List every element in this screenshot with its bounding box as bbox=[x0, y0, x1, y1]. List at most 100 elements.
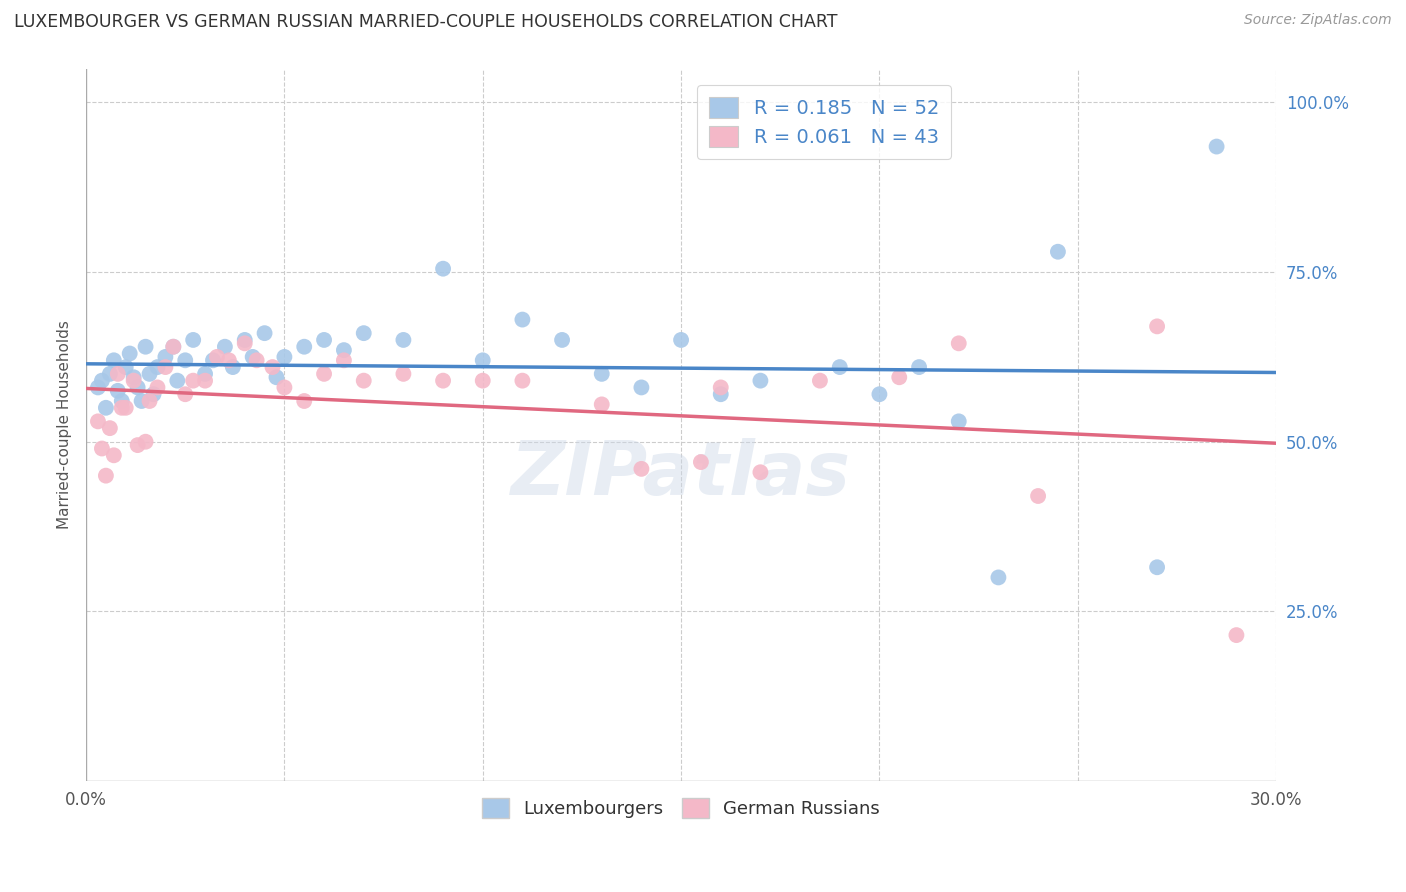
Point bbox=[749, 374, 772, 388]
Point bbox=[135, 434, 157, 449]
Point bbox=[889, 370, 911, 384]
Text: ZIPatlas: ZIPatlas bbox=[512, 438, 851, 511]
Point bbox=[392, 333, 415, 347]
Point bbox=[749, 465, 772, 479]
Point bbox=[1146, 560, 1168, 574]
Point bbox=[218, 353, 240, 368]
Point bbox=[987, 570, 1010, 584]
Point bbox=[111, 394, 134, 409]
Point bbox=[194, 367, 217, 381]
Point bbox=[194, 374, 217, 388]
Point bbox=[273, 350, 295, 364]
Point bbox=[710, 380, 733, 394]
Point bbox=[181, 333, 204, 347]
Point bbox=[312, 367, 335, 381]
Point bbox=[87, 414, 110, 428]
Point bbox=[1225, 628, 1247, 642]
Point bbox=[166, 374, 188, 388]
Point bbox=[114, 401, 136, 415]
Point bbox=[138, 367, 160, 381]
Point bbox=[471, 353, 494, 368]
Point bbox=[94, 401, 117, 415]
Point bbox=[948, 414, 970, 428]
Point bbox=[808, 374, 831, 388]
Point bbox=[107, 384, 129, 398]
Point bbox=[146, 380, 169, 394]
Point bbox=[1205, 139, 1227, 153]
Point bbox=[710, 387, 733, 401]
Point bbox=[94, 468, 117, 483]
Point bbox=[98, 421, 121, 435]
Point bbox=[162, 340, 184, 354]
Point bbox=[127, 438, 149, 452]
Point bbox=[690, 455, 713, 469]
Point bbox=[292, 340, 315, 354]
Point bbox=[127, 380, 149, 394]
Point bbox=[1046, 244, 1069, 259]
Point bbox=[118, 346, 141, 360]
Point bbox=[828, 360, 851, 375]
Point bbox=[1026, 489, 1049, 503]
Point bbox=[155, 360, 177, 375]
Point bbox=[138, 394, 160, 409]
Point bbox=[122, 374, 145, 388]
Point bbox=[246, 353, 269, 368]
Point bbox=[333, 343, 356, 358]
Point bbox=[312, 333, 335, 347]
Point bbox=[266, 370, 288, 384]
Point bbox=[201, 353, 224, 368]
Legend: Luxembourgers, German Russians: Luxembourgers, German Russians bbox=[475, 791, 887, 825]
Point bbox=[91, 442, 114, 456]
Point bbox=[162, 340, 184, 354]
Point bbox=[432, 261, 454, 276]
Point bbox=[181, 374, 204, 388]
Point bbox=[948, 336, 970, 351]
Point bbox=[111, 401, 134, 415]
Point bbox=[1146, 319, 1168, 334]
Text: LUXEMBOURGER VS GERMAN RUSSIAN MARRIED-COUPLE HOUSEHOLDS CORRELATION CHART: LUXEMBOURGER VS GERMAN RUSSIAN MARRIED-C… bbox=[14, 13, 838, 31]
Point bbox=[103, 353, 125, 368]
Point bbox=[868, 387, 890, 401]
Point bbox=[669, 333, 692, 347]
Point bbox=[253, 326, 276, 340]
Point bbox=[233, 336, 256, 351]
Point bbox=[353, 326, 375, 340]
Point bbox=[512, 374, 534, 388]
Point bbox=[471, 374, 494, 388]
Point bbox=[222, 360, 245, 375]
Point bbox=[122, 370, 145, 384]
Point bbox=[146, 360, 169, 375]
Point bbox=[107, 367, 129, 381]
Point bbox=[131, 394, 153, 409]
Point bbox=[87, 380, 110, 394]
Point bbox=[392, 367, 415, 381]
Point bbox=[908, 360, 931, 375]
Point bbox=[114, 360, 136, 375]
Point bbox=[242, 350, 264, 364]
Y-axis label: Married-couple Households: Married-couple Households bbox=[58, 320, 72, 529]
Point bbox=[98, 367, 121, 381]
Point bbox=[512, 312, 534, 326]
Point bbox=[214, 340, 236, 354]
Text: Source: ZipAtlas.com: Source: ZipAtlas.com bbox=[1244, 13, 1392, 28]
Point bbox=[174, 387, 197, 401]
Point bbox=[630, 380, 652, 394]
Point bbox=[292, 394, 315, 409]
Point bbox=[353, 374, 375, 388]
Point bbox=[205, 350, 228, 364]
Point bbox=[262, 360, 284, 375]
Point bbox=[174, 353, 197, 368]
Point bbox=[432, 374, 454, 388]
Point bbox=[233, 333, 256, 347]
Point bbox=[91, 374, 114, 388]
Point bbox=[103, 448, 125, 462]
Point bbox=[142, 387, 165, 401]
Point bbox=[135, 340, 157, 354]
Point bbox=[333, 353, 356, 368]
Point bbox=[630, 462, 652, 476]
Point bbox=[551, 333, 574, 347]
Point bbox=[591, 397, 613, 411]
Point bbox=[155, 350, 177, 364]
Point bbox=[273, 380, 295, 394]
Point bbox=[591, 367, 613, 381]
